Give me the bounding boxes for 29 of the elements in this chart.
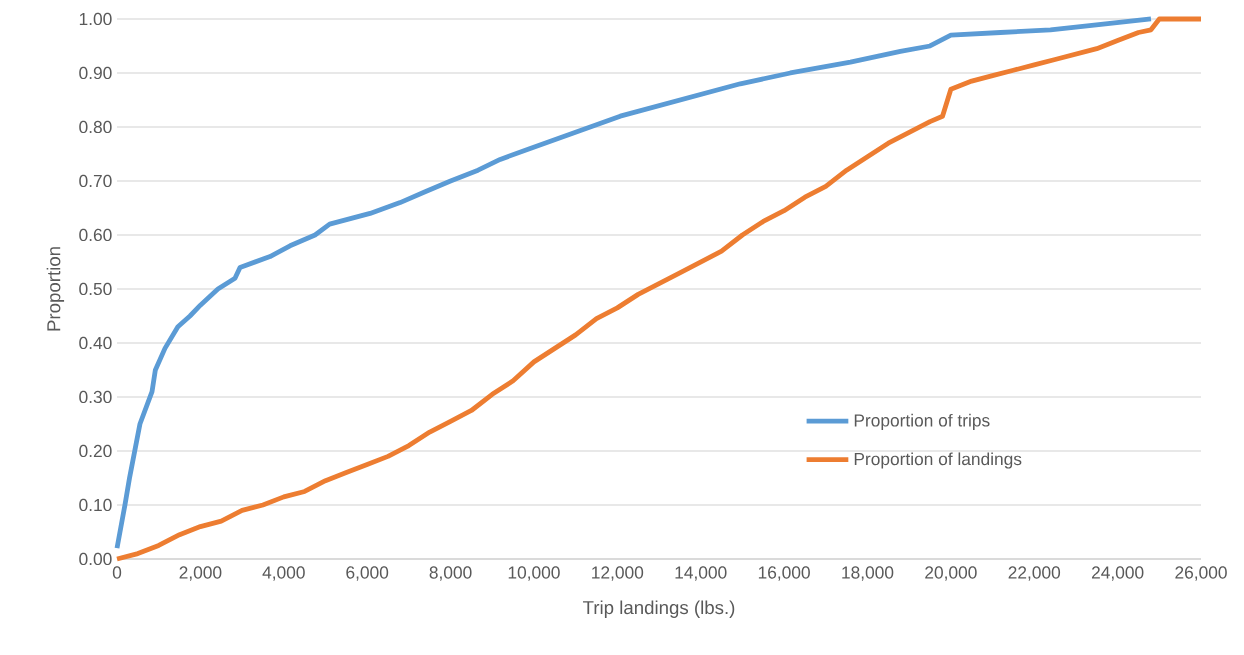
x-axis-title: Trip landings (lbs.) (583, 600, 735, 618)
x-tick-label: 22,000 (1008, 566, 1061, 581)
x-tick-label: 10,000 (508, 566, 560, 581)
x-tick-label: 8,000 (429, 566, 472, 581)
y-tick-label: 0.40 (79, 336, 112, 350)
y-tick-label: 0.20 (79, 444, 112, 458)
x-tick-label: 4,000 (262, 566, 305, 581)
x-tick-label: 18,000 (842, 566, 894, 581)
x-tick-label: 2,000 (179, 566, 222, 581)
y-tick-label: 0.30 (79, 390, 112, 404)
x-tick-label: 26,000 (1175, 566, 1227, 581)
y-axis-title: Proportion (46, 247, 65, 331)
x-tick-label: 12,000 (592, 566, 644, 581)
x-tick-label: 24,000 (1092, 566, 1144, 581)
y-tick-label: 0.00 (79, 552, 112, 566)
y-tick-label: 0.80 (79, 120, 112, 134)
legend-label: Proportion of trips (854, 413, 990, 431)
y-tick-label: 0.70 (79, 174, 112, 188)
y-tick-label: 0.10 (79, 498, 112, 512)
x-tick-label: 6,000 (346, 566, 389, 581)
x-tick-label: 20,000 (925, 566, 977, 581)
legend-label: Proportion of landings (854, 452, 1022, 469)
y-tick-label: 1.00 (79, 12, 112, 26)
x-tick-label: 14,000 (675, 566, 727, 581)
x-tick-label: 16,000 (758, 566, 810, 581)
y-tick-label: 0.90 (79, 66, 112, 80)
y-tick-label: 0.50 (79, 282, 112, 296)
y-tick-label: 0.60 (79, 228, 112, 242)
x-tick-label: 0 (112, 566, 122, 579)
